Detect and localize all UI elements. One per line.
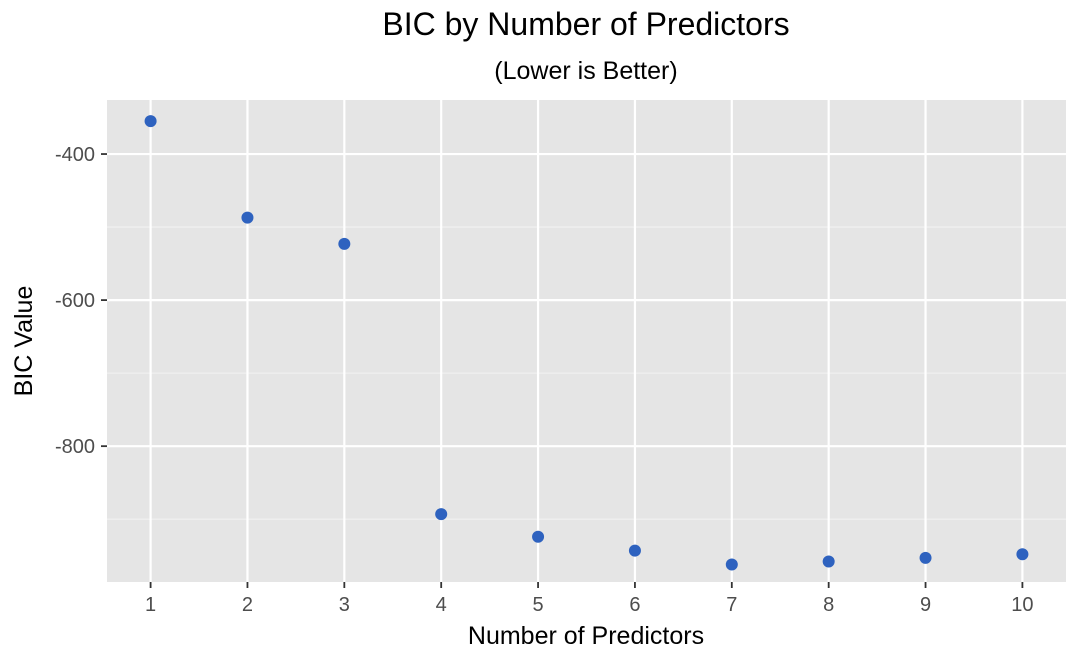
data-point [919,551,932,564]
x-tick-label: 2 [242,594,253,616]
x-tick-label: 3 [339,594,350,616]
axis-ticks [101,153,1024,588]
y-tick-label: -800 [55,436,95,458]
data-point [532,530,545,543]
data-point [435,508,448,521]
x-tick-label: 4 [436,594,447,616]
y-tick-label: -600 [55,290,95,312]
data-point [628,544,641,557]
x-tick-label: 1 [145,594,156,616]
x-axis-title: Number of Predictors [468,622,704,650]
data-point [822,555,835,568]
chart-title: BIC by Number of Predictors [382,6,789,42]
x-tick-labels: 1 2 3 4 5 6 7 8 9 10 [145,594,1034,616]
y-axis-title: BIC Value [10,286,38,397]
data-point [144,115,157,128]
x-tick-label: 7 [726,594,737,616]
data-point [725,558,738,571]
data-point [338,237,351,250]
x-tick-label: 9 [920,594,931,616]
data-points [144,115,1029,571]
data-point [241,211,254,224]
x-tick-label: 5 [533,594,544,616]
x-tick-label: 6 [629,594,640,616]
chart-subtitle: (Lower is Better) [494,57,677,85]
data-point [1016,548,1029,561]
y-tick-labels: -400 -600 -800 [55,144,95,458]
x-tick-label: 8 [823,594,834,616]
plot-panel [107,100,1066,582]
x-tick-label: 10 [1011,594,1033,616]
minor-gridlines [107,226,1066,520]
major-gridlines [107,100,1066,582]
y-tick-label: -400 [55,144,95,166]
